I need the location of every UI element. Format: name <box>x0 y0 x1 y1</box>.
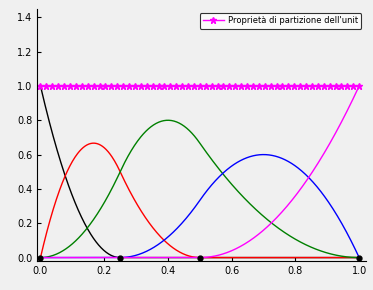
Proprietà di partizione dell'unit <box>73 84 78 88</box>
Proprietà di partizione dell'unit <box>156 84 161 88</box>
Proprietà di partizione dell'unit <box>351 84 355 88</box>
Proprietà di partizione dell'unit <box>186 84 190 88</box>
Proprietà di partizione dell'unit <box>115 84 119 88</box>
Proprietà di partizione dell'unit <box>357 84 361 88</box>
Legend: Proprietà di partizione dell'unit: Proprietà di partizione dell'unit <box>200 13 361 28</box>
Line: Proprietà di partizione dell'unit: Proprietà di partizione dell'unit <box>37 83 362 89</box>
Proprietà di partizione dell'unit <box>97 84 102 88</box>
Proprietà di partizione dell'unit <box>38 84 43 88</box>
Proprietà di partizione dell'unit <box>327 84 332 88</box>
